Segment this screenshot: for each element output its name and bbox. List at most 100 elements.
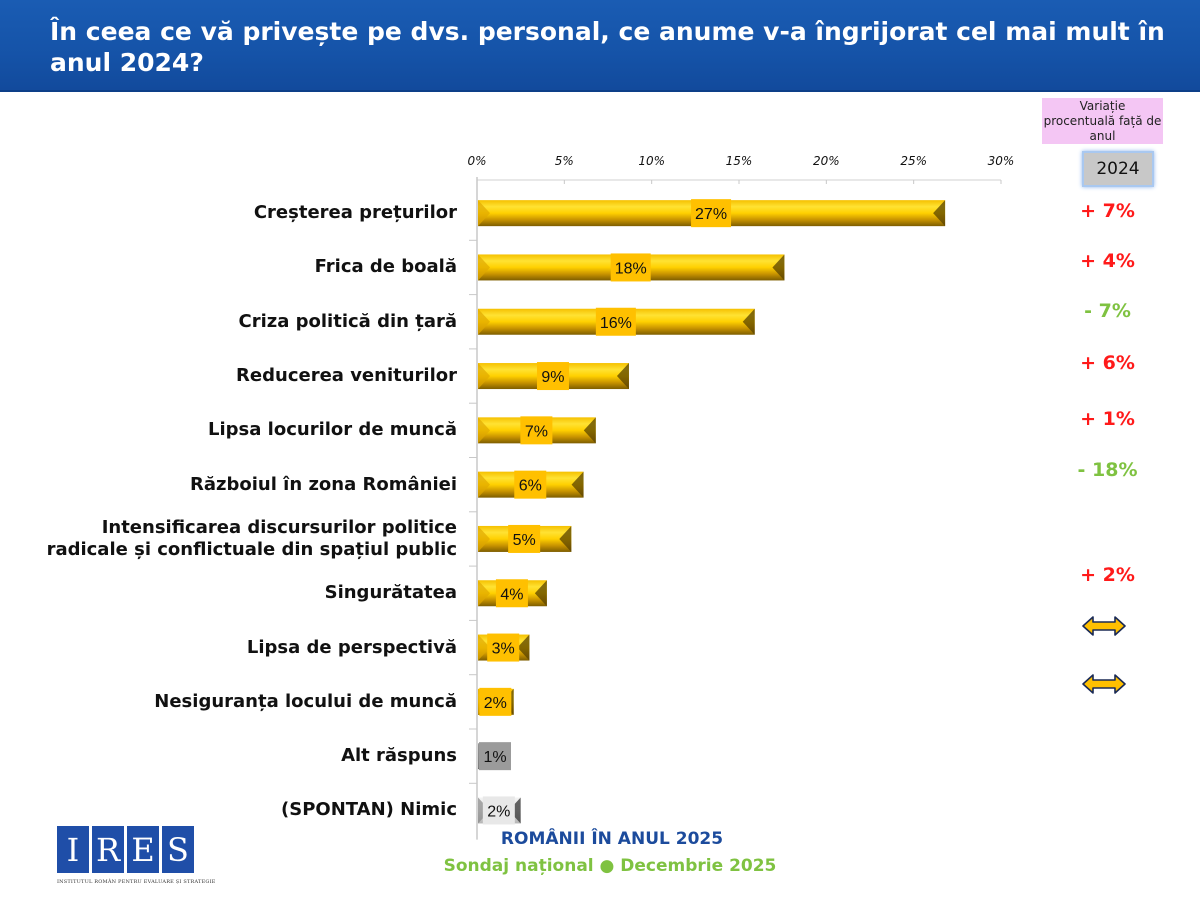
bar-bevel-left bbox=[478, 200, 490, 227]
x-tick-label: 30% bbox=[988, 154, 1015, 168]
x-tick-label: 10% bbox=[638, 154, 665, 168]
comparison-year-badge: 2024 bbox=[1082, 151, 1154, 187]
category-label: Criza politică din țară bbox=[238, 311, 457, 333]
data-label-bg bbox=[691, 199, 732, 228]
data-label: 2% bbox=[484, 695, 507, 712]
logo-letter: R bbox=[92, 826, 124, 873]
bar-bevel-left bbox=[478, 254, 490, 281]
bar-group: 1% bbox=[478, 742, 511, 771]
bar-group: 2% bbox=[478, 687, 514, 716]
bar-group: 7% bbox=[478, 416, 596, 445]
variation-value: + 2% bbox=[1080, 564, 1135, 586]
data-label: 5% bbox=[513, 532, 536, 549]
data-label: 16% bbox=[600, 315, 632, 332]
bar-bevel-right bbox=[534, 580, 547, 607]
logo-letter: I bbox=[57, 826, 89, 873]
category-label-line: Frica de boală bbox=[314, 256, 457, 278]
data-label: 3% bbox=[492, 641, 515, 658]
bar-bevel-left bbox=[478, 417, 490, 444]
category-label-line: Reducerea veniturilor bbox=[236, 365, 457, 387]
data-label: 4% bbox=[500, 586, 523, 603]
category-label: Războiul în zona României bbox=[190, 474, 457, 496]
bar-group: 4% bbox=[478, 579, 547, 608]
bar-bevel-left bbox=[478, 308, 490, 335]
category-label: Reducerea veniturilor bbox=[236, 365, 457, 387]
data-label-bg bbox=[487, 633, 520, 662]
data-label-bg bbox=[479, 687, 512, 716]
category-label-line: Criza politică din țară bbox=[238, 310, 457, 332]
data-label-bg bbox=[482, 796, 515, 825]
category-label-line: Lipsa locurilor de muncă bbox=[208, 419, 457, 441]
page-title: În ceea ce vă privește pe dvs. personal,… bbox=[50, 17, 1165, 77]
bar-bevel-right bbox=[559, 525, 572, 552]
category-label-line: Nesiguranța locului de muncă bbox=[154, 690, 457, 712]
bar-bevel-right bbox=[571, 471, 584, 498]
bar-bevel-right bbox=[583, 417, 596, 444]
category-label-line: Creșterea prețurilor bbox=[253, 202, 457, 224]
bar-group: 6% bbox=[478, 470, 584, 499]
variation-value: + 1% bbox=[1080, 408, 1135, 430]
bar-bevel-left bbox=[478, 525, 490, 552]
variation-value: + 6% bbox=[1080, 352, 1135, 374]
x-tick-label: 15% bbox=[726, 154, 753, 168]
bar-bevel-left bbox=[478, 471, 490, 498]
category-label: Frica de boală bbox=[315, 256, 457, 278]
data-label-bg bbox=[495, 579, 528, 608]
x-tick-label: 5% bbox=[555, 154, 574, 168]
data-label: 9% bbox=[541, 369, 564, 386]
bar-group: 16% bbox=[478, 307, 755, 336]
variation-value: + 7% bbox=[1080, 200, 1135, 222]
variation-header: Variație procentuală față de anul bbox=[1042, 98, 1163, 144]
data-label: 6% bbox=[519, 478, 542, 495]
category-label: Lipsa locurilor de muncă bbox=[208, 419, 457, 441]
category-label: Intensificarea discursurilor politice rad… bbox=[47, 517, 457, 561]
logo-letter: E bbox=[127, 826, 159, 873]
unchanged-arrow-icon bbox=[1082, 616, 1126, 636]
category-label: Singurătatea bbox=[325, 582, 457, 604]
category-label-line: Războiul în zona României bbox=[190, 473, 457, 495]
bar-bevel-right bbox=[517, 634, 530, 661]
category-label-line: Singurătatea bbox=[324, 582, 457, 604]
bar-bevel-left bbox=[478, 634, 490, 661]
data-label-bg bbox=[595, 307, 636, 336]
data-label: 18% bbox=[615, 260, 647, 277]
data-label: 2% bbox=[487, 803, 510, 820]
data-label: 27% bbox=[695, 206, 727, 223]
x-tick-label: 20% bbox=[813, 154, 840, 168]
bar-group: 5% bbox=[478, 524, 572, 553]
logo-subtitle: INSTITUTUL ROMÂN PENTRU EVALUARE ȘI STRA… bbox=[57, 879, 216, 885]
variation-value: - 18% bbox=[1077, 459, 1138, 481]
comparison-year: 2024 bbox=[1096, 159, 1140, 179]
bar-group: 9% bbox=[478, 362, 629, 391]
footer-survey-info: Sondaj național ● Decembrie 2025 bbox=[443, 856, 777, 876]
data-label-bg bbox=[479, 742, 511, 771]
logo-letter: S bbox=[162, 826, 194, 873]
data-label-bg bbox=[610, 253, 651, 282]
variation-title: Variație procentuală față de anul bbox=[1043, 98, 1162, 143]
category-label-line: radicale și conflictuale din spațiul pub… bbox=[46, 538, 457, 560]
data-label: 7% bbox=[525, 423, 548, 440]
category-label: Lipsa de perspectivă bbox=[247, 637, 457, 659]
category-label: Creșterea prețurilor bbox=[254, 202, 457, 224]
header-banner: În ceea ce vă privește pe dvs. personal,… bbox=[0, 0, 1200, 92]
category-label: (SPONTAN) Nimic bbox=[281, 799, 457, 821]
data-label-bg bbox=[536, 362, 569, 391]
category-label-line: Alt răspuns bbox=[341, 745, 457, 767]
bar-bevel-right bbox=[933, 200, 946, 227]
x-tick-label: 25% bbox=[900, 154, 927, 168]
bar-bevel-right bbox=[742, 308, 755, 335]
category-label-line: Lipsa de perspectivă bbox=[246, 636, 457, 658]
variation-value: - 7% bbox=[1084, 300, 1131, 322]
category-label: Alt răspuns bbox=[341, 745, 457, 767]
category-label: Nesiguranța locului de muncă bbox=[154, 691, 457, 713]
bar-bevel-right bbox=[772, 254, 785, 281]
footer-study-title: ROMÂNII ÎN ANUL 2025 bbox=[500, 829, 724, 849]
bar-group: 3% bbox=[478, 633, 530, 662]
bar-bevel-left bbox=[478, 580, 490, 607]
data-label-bg bbox=[520, 416, 553, 445]
bar-bevel-left bbox=[478, 363, 490, 390]
bar-group: 2% bbox=[478, 796, 521, 825]
bar-group: 27% bbox=[478, 199, 946, 228]
